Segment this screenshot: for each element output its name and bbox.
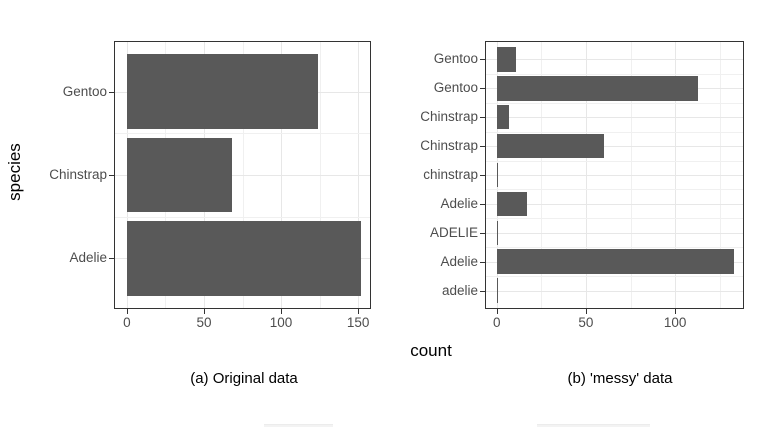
cropped-bottom-element-left <box>264 424 333 427</box>
bar <box>496 104 510 130</box>
bar <box>496 220 499 246</box>
y-tick-label: chinstrap <box>423 167 478 182</box>
y-tick-label: Chinstrap <box>420 109 478 125</box>
y-tick-mark <box>480 175 485 176</box>
bar <box>126 137 232 213</box>
y-major-gridline <box>486 232 743 234</box>
y-major-gridline <box>486 175 743 176</box>
x-tick-mark <box>281 309 283 314</box>
x-tick-label: 0 <box>492 315 501 330</box>
y-tick-label: Gentoo <box>62 83 107 99</box>
x-tick-label: 50 <box>196 315 212 330</box>
y-minor-gridline <box>486 276 743 278</box>
x-tick-label: 100 <box>663 315 687 330</box>
y-tick-mark <box>109 258 114 260</box>
y-major-gridline <box>486 146 743 148</box>
y-tick-label: Chinstrap <box>49 167 107 182</box>
y-minor-gridline <box>115 216 370 218</box>
y-tick-mark <box>480 59 485 61</box>
y-minor-gridline <box>115 133 370 135</box>
caption-panel-a: (a) Original data <box>190 370 298 387</box>
y-tick-label: Chinstrap <box>420 138 478 154</box>
y-tick-label: adelie <box>441 282 478 298</box>
y-tick-mark <box>109 91 114 93</box>
x-tick-label: 150 <box>346 315 370 330</box>
bar <box>496 191 528 217</box>
x-tick-mark <box>496 309 498 314</box>
y-minor-gridline <box>486 218 743 220</box>
y-minor-gridline <box>486 73 743 75</box>
bar <box>496 162 499 188</box>
x-tick-label: 0 <box>123 315 131 330</box>
y-minor-gridline <box>486 189 743 191</box>
y-tick-mark <box>480 261 485 263</box>
y-tick-mark <box>480 146 485 148</box>
bar <box>126 220 362 296</box>
y-tick-label: Adelie <box>440 253 478 269</box>
y-minor-gridline <box>486 160 743 162</box>
x-tick-mark <box>675 309 677 314</box>
bar <box>126 54 319 130</box>
y-major-gridline <box>486 203 743 205</box>
bar <box>496 133 604 159</box>
y-tick-mark <box>480 232 485 234</box>
x-tick-mark <box>126 309 128 314</box>
panel-b-messy-data: Gentoo Gentoo Chinstrap Chinstrap chinstrap A… <box>420 41 744 330</box>
y-major-gridline <box>486 59 743 61</box>
bar <box>496 249 735 274</box>
x-tick-mark <box>203 309 205 314</box>
y-tick-label: Gentoo <box>433 51 478 67</box>
bar <box>496 47 517 72</box>
bar <box>496 75 699 101</box>
x-tick-mark <box>358 309 360 314</box>
y-minor-gridline <box>486 247 743 249</box>
y-tick-label: ADELIE <box>429 224 478 240</box>
y-major-gridline <box>486 290 743 292</box>
caption-panel-b: (b) 'messy' data <box>567 370 673 387</box>
y-major-gridline <box>115 175 370 176</box>
y-tick-label: Adelie <box>440 195 478 211</box>
y-minor-gridline <box>486 131 743 133</box>
x-tick-label: 100 <box>269 315 293 330</box>
cropped-bottom-element-right <box>537 424 650 427</box>
x-tick-label: 50 <box>578 315 594 330</box>
y-minor-gridline <box>486 102 743 104</box>
bar <box>496 278 499 303</box>
panel-a-original-data: Gentoo Chinstrap Adelie 0 50 100 150 <box>49 41 371 330</box>
y-tick-mark <box>480 117 485 119</box>
x-axis-title-count: count <box>410 341 452 360</box>
y-tick-mark <box>109 175 114 176</box>
y-tick-mark <box>480 203 485 205</box>
y-tick-label: Adelie <box>69 250 107 266</box>
y-tick-mark <box>480 290 485 292</box>
y-tick-mark <box>480 88 485 90</box>
x-tick-mark <box>585 309 587 314</box>
y-tick-label: Gentoo <box>433 80 478 96</box>
y-major-gridline <box>486 117 743 119</box>
